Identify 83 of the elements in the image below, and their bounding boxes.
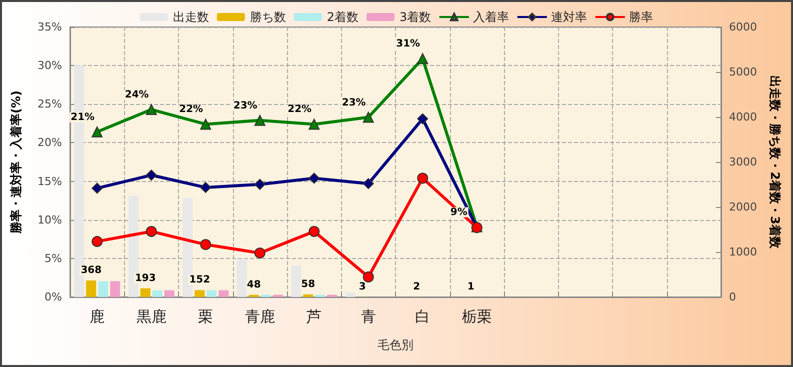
data-label: 22%	[288, 104, 312, 116]
x-tick-label: 青	[360, 308, 376, 326]
point	[308, 118, 320, 130]
point	[308, 172, 320, 184]
data-label: 9%	[450, 206, 468, 218]
data-label: 48	[246, 279, 261, 290]
y-tick-label: 30%	[38, 59, 62, 72]
y2-tick-label: 3000	[729, 156, 757, 168]
point	[362, 271, 374, 282]
point	[308, 226, 320, 237]
y2-tick-label: 4000	[729, 110, 757, 124]
point	[417, 172, 428, 184]
y2-tick-label: 2000	[729, 200, 757, 214]
point	[362, 178, 374, 190]
point	[200, 239, 212, 250]
bar	[98, 281, 108, 297]
y-tick-label: 15%	[38, 174, 62, 188]
y2-tick-label: 0	[729, 290, 736, 304]
point	[146, 170, 157, 181]
data-label: 193	[134, 272, 156, 284]
x-tick-label: 栃栗	[462, 308, 492, 326]
legend-label: 連対率	[551, 10, 588, 24]
point	[417, 53, 428, 64]
bar	[140, 288, 150, 297]
y-axis-title: 勝率・連対率・入着率(%)	[9, 90, 23, 234]
y2-tick-label: 6000	[729, 20, 757, 34]
y2-axis-title: 出走数・勝ち数・2着数・3着数	[768, 76, 782, 250]
data-label: 152	[189, 274, 210, 286]
legend-label: 勝率	[629, 10, 654, 24]
point	[254, 114, 266, 126]
legend-label: 2着数	[326, 10, 359, 24]
legend-label: 出走数	[172, 10, 209, 24]
data-label: 22%	[179, 104, 204, 116]
y2-tick-label: 1000	[729, 246, 757, 258]
bar	[110, 281, 120, 297]
bar	[152, 290, 162, 297]
x-tick-label: 青鹿	[244, 308, 275, 326]
y2-tick-label: 5000	[729, 66, 757, 78]
bar	[194, 290, 205, 297]
x-axis-title: 毛色別	[378, 338, 414, 352]
point	[254, 248, 266, 259]
data-label: 3	[358, 281, 366, 292]
bar	[218, 290, 229, 297]
bar	[303, 294, 314, 297]
x-tick-label: 白	[415, 308, 430, 326]
y-tick-label: 10%	[38, 213, 62, 226]
data-label: 23%	[342, 97, 366, 108]
bar	[236, 258, 247, 297]
point	[92, 126, 103, 138]
point	[362, 112, 374, 123]
legend-label: 勝ち数	[250, 10, 286, 24]
point	[146, 104, 157, 116]
x-tick-label: 鹿	[90, 308, 105, 326]
bar	[345, 292, 356, 297]
x-tick-label: 栗	[198, 308, 214, 326]
data-label: 1	[467, 281, 474, 292]
data-label: 21%	[70, 112, 95, 123]
bar	[206, 290, 217, 297]
data-label: 23%	[233, 100, 258, 112]
bar	[86, 280, 96, 297]
data-label: 368	[80, 264, 102, 276]
point	[92, 182, 103, 194]
x-tick-label: 芦	[306, 308, 322, 326]
point	[92, 236, 103, 247]
y-tick-label: 25%	[38, 98, 62, 111]
point	[146, 226, 157, 237]
point	[200, 182, 212, 193]
legend-label: 3着数	[400, 10, 432, 24]
bar	[164, 290, 174, 297]
point	[200, 118, 212, 130]
y-tick-label: 20%	[38, 136, 62, 150]
data-label: 2	[413, 281, 420, 292]
data-label: 58	[301, 278, 316, 290]
data-label: 24%	[124, 90, 149, 101]
bar	[291, 266, 302, 297]
point	[417, 113, 428, 124]
y-tick-label: 35%	[38, 20, 62, 34]
legend-label: 入着率	[473, 10, 510, 24]
y-tick-label: 5%	[44, 252, 62, 265]
data-label: 31%	[396, 38, 420, 50]
point	[254, 178, 266, 190]
x-tick-label: 黒鹿	[136, 308, 166, 326]
y-tick-label: 0%	[44, 290, 62, 304]
